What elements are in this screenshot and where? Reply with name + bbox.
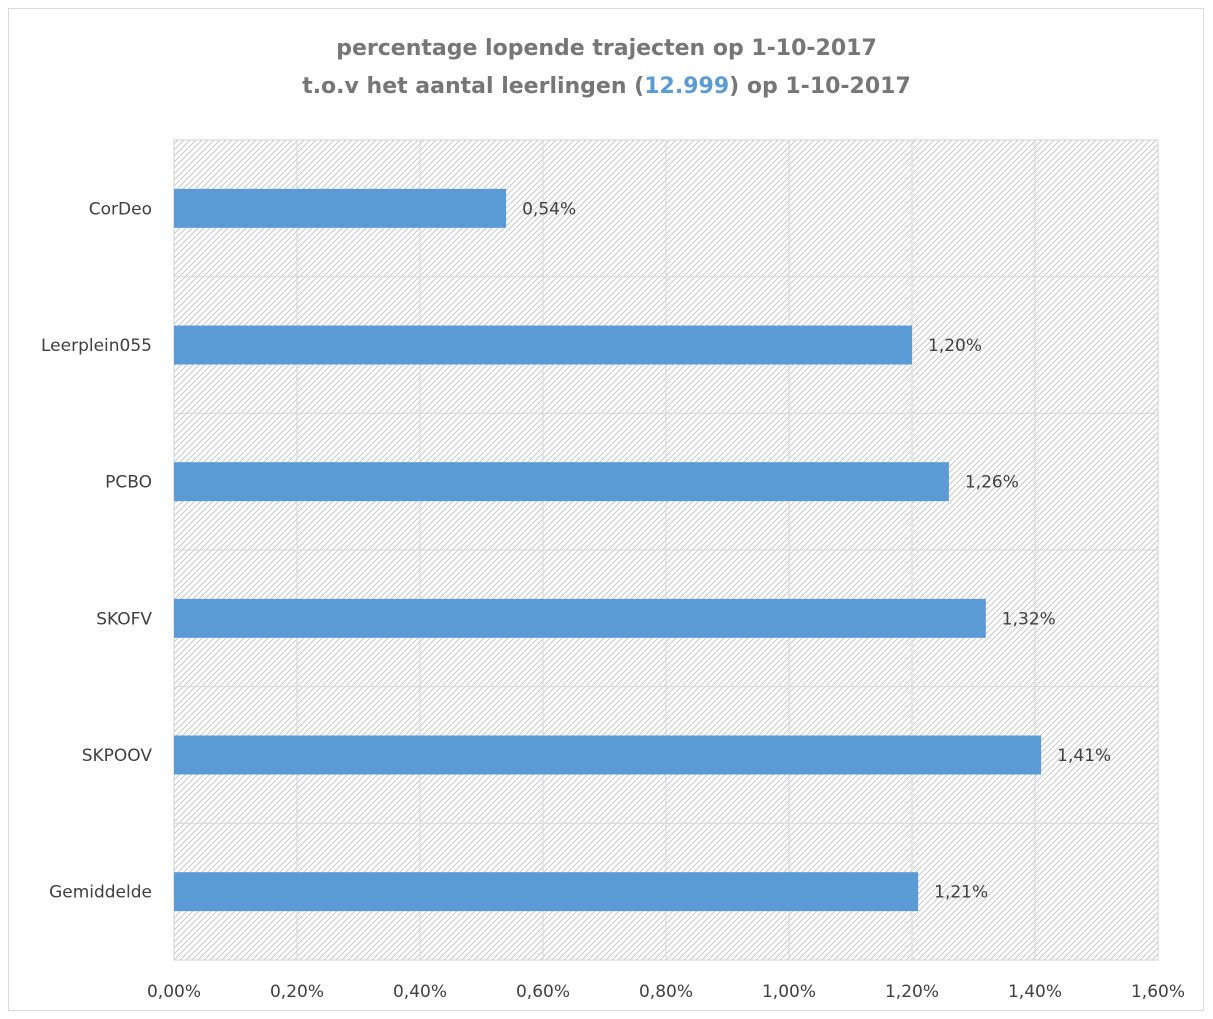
category-labels: CorDeo Leerplein055 PCBO SKOFV SKPOOV Gemidde… (41, 199, 152, 902)
bar-skofv (174, 598, 986, 638)
data-label-cordeo: 0,54% (522, 199, 576, 219)
category-label-cordeo: CorDeo (89, 199, 152, 219)
x-axis-tick-labels: 0,00% 0,20% 0,40% 0,60% 0,80% 1,00% 1,20% 1,40%… (147, 982, 1185, 1002)
x-tick-label: 0,60% (516, 982, 570, 1002)
gridlines (173, 139, 1159, 961)
category-label-skofv: SKOFV (96, 609, 152, 629)
bar-cordeo (174, 188, 507, 228)
data-label-gemiddelde: 1,21% (934, 883, 988, 903)
chart-title-line-2-prefix: t.o.v het aantal leerlingen ( (302, 74, 645, 99)
x-tick-label: 0,20% (270, 982, 324, 1002)
category-label-gemiddelde: Gemiddelde (49, 883, 152, 903)
x-tick-label: 1,20% (885, 982, 939, 1002)
bar-pcbo (174, 462, 949, 502)
data-label-skofv: 1,32% (1002, 609, 1056, 629)
data-label-leerplein055: 1,20% (928, 336, 982, 356)
chart-title-line-2: t.o.v het aantal leerlingen (12.999) op … (0, 68, 1213, 106)
x-tick-label: 0,40% (393, 982, 447, 1002)
data-label-skpoov: 1,41% (1057, 746, 1111, 766)
category-label-skpoov: SKPOOV (82, 746, 153, 766)
x-tick-label: 1,40% (1008, 982, 1062, 1002)
x-tick-label: 1,00% (762, 982, 816, 1002)
bar-gemiddelde (174, 872, 919, 912)
x-tick-label: 1,60% (1131, 982, 1185, 1002)
x-tick-label: 0,80% (639, 982, 693, 1002)
bar-skpoov (174, 735, 1042, 775)
chart-title-line-1: percentage lopende trajecten op 1-10-201… (336, 36, 877, 61)
x-tick-label: 0,00% (147, 982, 201, 1002)
chart-title: percentage lopende trajecten op 1-10-201… (0, 30, 1213, 106)
category-label-pcbo: PCBO (105, 473, 152, 493)
bar-leerplein055 (174, 325, 912, 365)
data-label-pcbo: 1,26% (965, 473, 1019, 493)
bars (174, 188, 1042, 912)
chart-title-student-count: 12.999 (644, 74, 730, 99)
chart-title-line-2-suffix: ) op 1-10-2017 (729, 74, 911, 99)
category-label-leerplein055: Leerplein055 (41, 336, 152, 356)
data-labels: 0,54% 1,20% 1,26% 1,32% 1,41% 1,21% (522, 199, 1111, 902)
